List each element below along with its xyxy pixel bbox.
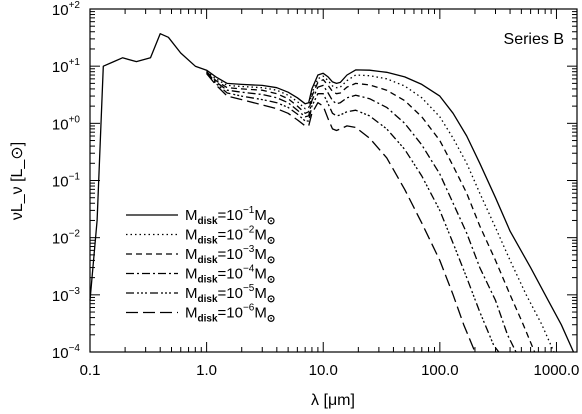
y-tick-exp: −2 [69,229,81,240]
x-tick-label: 100.0 [421,362,459,379]
series-line-1 [89,33,575,353]
legend-label-1: Mdisk=10−1M⊙ [185,205,275,227]
series-annotation: Series B [504,31,564,48]
x-tick-label: 1000.0 [534,362,580,379]
series-line-6 [206,73,476,353]
y-tick-label: 10+0 [52,114,81,133]
plot-frame [89,8,578,353]
y-tick-exp: −1 [69,172,81,183]
legend: Mdisk=10−1M⊙Mdisk=10−2M⊙Mdisk=10−3M⊙Mdis… [126,205,275,325]
legend-label-6: Mdisk=10−6M⊙ [185,303,275,325]
y-tick-label: 10−3 [52,286,81,305]
series-line-4 [206,71,517,353]
series-line-5 [206,72,500,353]
x-tick-label: 10.0 [309,362,338,379]
y-tick-label: 10+1 [52,57,81,76]
series-line-3 [206,71,536,353]
y-tick-base: 10 [52,345,69,362]
y-tick-exp: +0 [69,114,81,125]
y-tick-label: 10−4 [52,343,81,362]
series-layer [89,33,575,353]
y-tick-base: 10 [52,288,69,305]
y-tick-exp: −4 [69,343,81,354]
tick-labels: 0.1 1.0 10.0 100.0 1000.010−410−310−210−110+… [52,0,580,379]
axis-ticks [89,8,577,353]
y-tick-base: 10 [52,2,69,19]
y-tick-exp: −3 [69,286,81,297]
y-tick-exp: +2 [69,0,81,11]
y-tick-base: 10 [52,59,69,76]
legend-label-3: Mdisk=10−3M⊙ [185,244,275,266]
series-line-2 [206,70,555,353]
y-axis-title: νL_ν [L_⊙] [9,142,26,220]
y-tick-base: 10 [52,231,69,248]
y-tick-base: 10 [52,116,69,133]
y-tick-label: 10+2 [52,0,81,19]
x-tick-label: 1.0 [196,362,217,379]
y-tick-base: 10 [52,174,69,191]
y-tick-label: 10−1 [52,172,81,191]
legend-label-2: Mdisk=10−2M⊙ [185,225,275,247]
y-tick-exp: +1 [69,57,81,68]
legend-label-4: Mdisk=10−4M⊙ [185,264,275,286]
legend-label-5: Mdisk=10−5M⊙ [185,283,275,305]
y-tick-label: 10−2 [52,229,81,248]
x-tick-label: 0.1 [80,362,101,379]
x-axis-title: λ [μm] [311,392,355,409]
